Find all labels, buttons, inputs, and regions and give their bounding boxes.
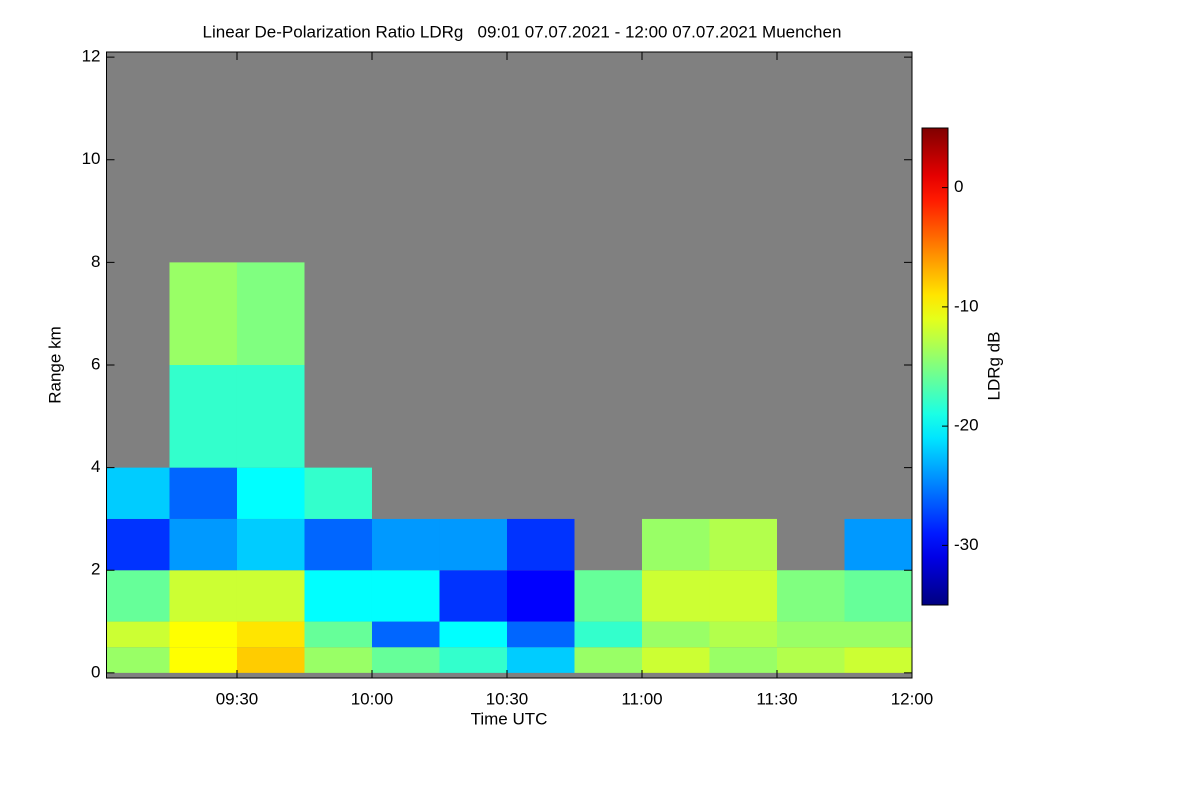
y-tick-label: 2 — [91, 560, 100, 579]
heat-cell — [709, 621, 777, 648]
heat-cell — [304, 570, 372, 622]
heat-cell — [776, 621, 845, 648]
heat-cell — [709, 570, 777, 622]
y-tick-label: 0 — [91, 662, 100, 681]
colorbar — [921, 127, 949, 606]
x-tick-label: 10:30 — [486, 689, 529, 708]
heat-cell — [304, 467, 372, 519]
heat-cell — [776, 570, 845, 622]
heat-cell — [844, 621, 912, 648]
x-tick-label: 12:00 — [891, 689, 934, 708]
colorbar-label: LDRg dB — [984, 332, 1003, 401]
heat-cell — [371, 518, 440, 571]
heat-cell — [574, 647, 642, 673]
y-tick-label: 10 — [82, 149, 101, 168]
heat-cell — [439, 647, 507, 673]
heat-cell — [236, 262, 305, 365]
heat-cell — [169, 262, 237, 365]
heat-cell — [439, 621, 507, 648]
heat-cell — [641, 621, 710, 648]
heat-cell — [641, 570, 710, 622]
x-tick-label: 10:00 — [351, 689, 394, 708]
x-tick-label: 09:30 — [216, 689, 259, 708]
y-axis-label: Range km — [45, 326, 64, 403]
heat-cell — [641, 647, 710, 673]
heat-cell — [106, 621, 170, 648]
heat-cell — [844, 647, 912, 673]
colorbar-tick-label: -10 — [954, 296, 979, 315]
x-tick-label: 11:30 — [756, 689, 797, 708]
heat-cell — [236, 570, 305, 622]
heat-cell — [169, 467, 237, 519]
heat-cell — [236, 621, 305, 648]
y-tick-label: 8 — [91, 252, 100, 271]
heat-cell — [169, 365, 237, 468]
heat-cell — [641, 518, 710, 571]
heat-cell — [371, 570, 440, 622]
heat-cell — [304, 647, 372, 673]
heat-cell — [236, 467, 305, 519]
heat-cell — [371, 621, 440, 648]
heat-cell — [236, 365, 305, 468]
heat-cell — [236, 518, 305, 571]
x-axis-label: Time UTC — [471, 709, 548, 728]
heat-cell — [844, 518, 912, 571]
heat-cell — [106, 647, 170, 673]
heat-cell — [844, 570, 912, 622]
chart-title: Linear De-Polarization Ratio LDRg 09:01 … — [203, 22, 842, 41]
heat-cell — [169, 647, 237, 673]
heat-cell — [106, 518, 170, 571]
heat-cell — [371, 647, 440, 673]
heat-cell — [106, 467, 170, 519]
heat-cell — [439, 570, 507, 622]
heat-cell — [106, 570, 170, 622]
y-tick-label: 12 — [82, 47, 101, 66]
heat-cell — [304, 518, 372, 571]
heat-cell — [709, 647, 777, 673]
heat-cell — [776, 647, 845, 673]
heat-cell — [236, 647, 305, 673]
heat-cell — [169, 518, 237, 571]
x-tick-label: 11:00 — [621, 689, 662, 708]
heat-cell — [506, 570, 575, 622]
heat-cell — [574, 621, 642, 648]
y-tick-label: 4 — [91, 457, 100, 476]
colorbar-tick-label: -30 — [954, 535, 979, 554]
heat-cell — [304, 621, 372, 648]
heat-cell — [574, 570, 642, 622]
heat-cell — [439, 518, 507, 571]
heat-cell — [506, 518, 575, 571]
colorbar-tick-label: -20 — [954, 416, 979, 435]
y-tick-label: 6 — [91, 354, 100, 373]
heat-cell — [169, 570, 237, 622]
heat-cell — [506, 621, 575, 648]
heat-cell — [709, 518, 777, 571]
heat-cell — [506, 647, 575, 673]
heat-cell — [169, 621, 237, 648]
colorbar-tick-label: 0 — [954, 177, 963, 196]
